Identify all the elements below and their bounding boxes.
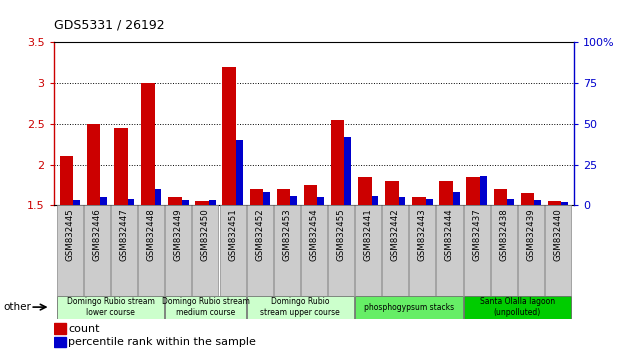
Bar [545,205,571,296]
Text: GSM832454: GSM832454 [309,208,319,261]
Bar [355,296,463,319]
Bar [385,181,399,205]
Bar [304,185,317,205]
Bar [165,205,191,296]
Bar [182,200,189,205]
Text: GSM832444: GSM832444 [445,208,454,261]
Bar [301,205,327,296]
Bar [141,83,155,205]
Bar [222,67,236,205]
Bar [466,177,480,205]
Bar [274,205,300,296]
Text: GSM832438: GSM832438 [499,208,508,261]
Bar [263,192,270,205]
Bar [453,192,459,205]
Text: GSM832450: GSM832450 [201,208,210,261]
Bar [87,124,100,205]
Bar [317,197,324,205]
Text: GSM832439: GSM832439 [526,208,535,261]
Bar [138,205,164,296]
Bar [236,140,243,205]
Bar [410,205,435,296]
Text: GSM832440: GSM832440 [553,208,562,261]
Bar [249,189,263,205]
Text: Domingo Rubio stream
medium course: Domingo Rubio stream medium course [162,297,249,317]
Text: GSM832442: GSM832442 [391,208,400,261]
Bar [165,296,245,319]
Bar [345,137,351,205]
Text: Domingo Rubio stream
lower course: Domingo Rubio stream lower course [67,297,155,317]
Bar [60,156,73,205]
Text: GSM832449: GSM832449 [174,208,183,261]
Bar [439,181,453,205]
Bar [54,337,66,348]
Text: GSM832452: GSM832452 [255,208,264,261]
Bar [192,205,218,296]
Text: GSM832437: GSM832437 [472,208,481,261]
Bar [437,205,463,296]
Bar [114,128,127,205]
Bar [57,296,164,319]
Text: GDS5331 / 26192: GDS5331 / 26192 [54,19,164,32]
Text: phosphogypsum stacks: phosphogypsum stacks [363,303,454,312]
Bar [372,195,379,205]
Bar [507,199,514,205]
Bar [464,205,490,296]
Bar [562,202,568,205]
Bar [168,197,182,205]
Bar [100,197,107,205]
Bar [127,199,134,205]
Text: GSM832443: GSM832443 [418,208,427,261]
Bar [464,296,571,319]
Bar [220,205,245,296]
Text: GSM832445: GSM832445 [66,208,74,261]
Bar [355,205,381,296]
Text: Domingo Rubio
stream upper course: Domingo Rubio stream upper course [261,297,340,317]
Text: GSM832453: GSM832453 [282,208,292,261]
Bar [328,205,354,296]
Bar [521,193,534,205]
Text: other: other [3,302,31,312]
Bar [276,189,290,205]
Bar [358,177,372,205]
Bar [518,205,544,296]
Bar [247,296,354,319]
Text: count: count [68,324,100,334]
Bar [399,197,406,205]
Text: GSM832448: GSM832448 [147,208,156,261]
Bar [155,189,162,205]
Bar [331,120,345,205]
Bar [426,199,432,205]
Text: GSM832441: GSM832441 [363,208,373,261]
Bar [196,201,209,205]
Text: GSM832446: GSM832446 [93,208,102,261]
Bar [493,189,507,205]
Text: GSM832455: GSM832455 [336,208,346,261]
Bar [247,205,273,296]
Bar [73,200,80,205]
Bar [412,197,426,205]
Bar [382,205,408,296]
Text: GSM832447: GSM832447 [120,208,129,261]
Text: percentile rank within the sample: percentile rank within the sample [68,337,256,347]
Bar [480,176,487,205]
Bar [290,195,297,205]
Bar [534,200,541,205]
Bar [54,324,66,334]
Bar [209,200,216,205]
Bar [548,201,562,205]
Bar [491,205,517,296]
Text: Santa Olalla lagoon
(unpolluted): Santa Olalla lagoon (unpolluted) [480,297,555,317]
Bar [84,205,110,296]
Bar [111,205,137,296]
Text: GSM832451: GSM832451 [228,208,237,261]
Bar [57,205,83,296]
